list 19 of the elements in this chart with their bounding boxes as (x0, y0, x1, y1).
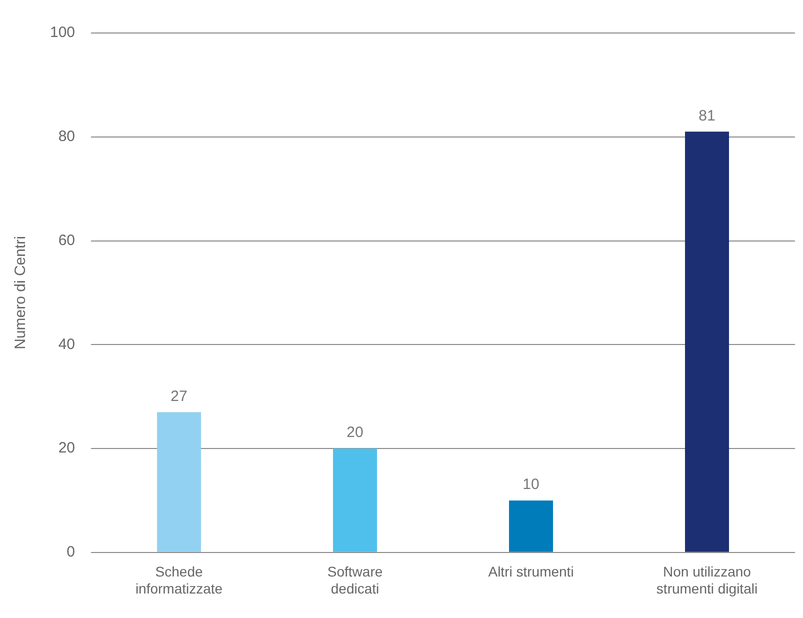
x-tick-label: Non utilizzano strumenti digitali (656, 564, 758, 596)
y-tick-label: 80 (58, 128, 76, 146)
data-label: 20 (346, 424, 364, 442)
y-tick-label: 40 (58, 336, 76, 353)
bar (333, 448, 378, 552)
y-tick-label: 60 (58, 232, 76, 249)
x-tick-label: Schede informatizzate (135, 564, 223, 596)
data-label: 81 (698, 107, 716, 124)
bar (157, 412, 202, 552)
bar (685, 132, 730, 552)
y-tick-label: 0 (66, 544, 76, 561)
bar (509, 500, 554, 552)
y-tick-label: 20 (58, 440, 76, 457)
data-label: 27 (170, 388, 188, 405)
y-axis-title: Numero di Centri (12, 236, 30, 350)
data-label: 10 (522, 476, 540, 494)
x-tick-label: Software dedicati (327, 564, 383, 596)
y-tick-label: 100 (50, 24, 76, 42)
x-tick-label: Altri strumenti (488, 564, 574, 580)
